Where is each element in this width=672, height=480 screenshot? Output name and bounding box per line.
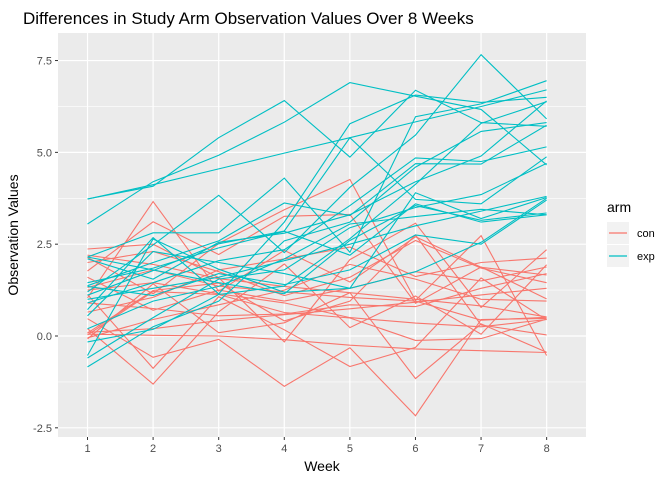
y-tick-label: 0.0: [37, 331, 52, 343]
series-line-con: [87, 273, 547, 317]
x-tick-label: 6: [412, 443, 418, 455]
x-tick-label: 5: [347, 443, 353, 455]
series-line-con: [87, 239, 547, 297]
y-tick-label: 7.5: [37, 56, 52, 68]
y-tick-label: -2.5: [33, 423, 52, 435]
axis-ticks: -2.5 0.0 2.5 5.0 7.5 1 2 3 4 5 6 7 8: [33, 56, 550, 455]
legend-label-exp: exp: [637, 251, 655, 263]
series-line-con: [87, 263, 548, 385]
series-line-exp: [87, 192, 547, 356]
series-line-exp: [87, 100, 547, 280]
x-tick-label: 3: [216, 443, 222, 455]
y-tick-label: 5.0: [37, 147, 52, 159]
series-lines: [87, 53, 548, 417]
plot-panel: [58, 33, 586, 437]
legend: arm con exp: [607, 199, 655, 267]
x-axis-title: Week: [304, 458, 341, 474]
series-line-con: [87, 222, 547, 343]
series-line-exp: [87, 124, 547, 287]
x-tick-label: 1: [84, 443, 90, 455]
series-line-exp: [87, 101, 547, 343]
series-line-exp: [87, 162, 547, 359]
series-line-exp: [87, 146, 547, 304]
series-line-exp: [87, 208, 547, 330]
series-line-con: [87, 282, 547, 328]
series-line-con: [87, 178, 548, 356]
series-line-con: [87, 277, 547, 370]
series-line-exp: [87, 199, 547, 297]
series-line-con: [87, 266, 547, 311]
series-line-exp: [87, 136, 547, 296]
series-line-con: [87, 200, 547, 299]
series-line-exp: [87, 80, 547, 258]
series-line-exp: [87, 53, 547, 293]
y-tick-label: 2.5: [37, 239, 52, 251]
x-tick-label: 8: [544, 443, 550, 455]
x-tick-label: 2: [150, 443, 156, 455]
legend-title: arm: [607, 199, 631, 215]
series-line-con: [87, 254, 547, 318]
series-line-exp: [87, 195, 547, 300]
series-line-con: [87, 317, 547, 417]
grid-lines: [58, 33, 586, 437]
y-axis-title: Observation Values: [5, 174, 21, 295]
series-line-con: [87, 333, 547, 354]
x-tick-label: 4: [281, 443, 287, 455]
legend-label-con: con: [637, 228, 655, 240]
x-tick-label: 7: [478, 443, 484, 455]
series-line-exp: [87, 205, 547, 295]
series-line-con: [87, 234, 547, 336]
series-line-exp: [87, 197, 547, 317]
series-line-exp: [87, 89, 547, 200]
series-line-exp: [87, 94, 547, 310]
series-line-exp: [87, 122, 547, 368]
chart-title: Differences in Study Arm Observation Val…: [23, 9, 474, 28]
series-line-exp: [87, 203, 547, 284]
series-line-exp: [87, 89, 547, 200]
series-line-exp: [87, 82, 547, 225]
